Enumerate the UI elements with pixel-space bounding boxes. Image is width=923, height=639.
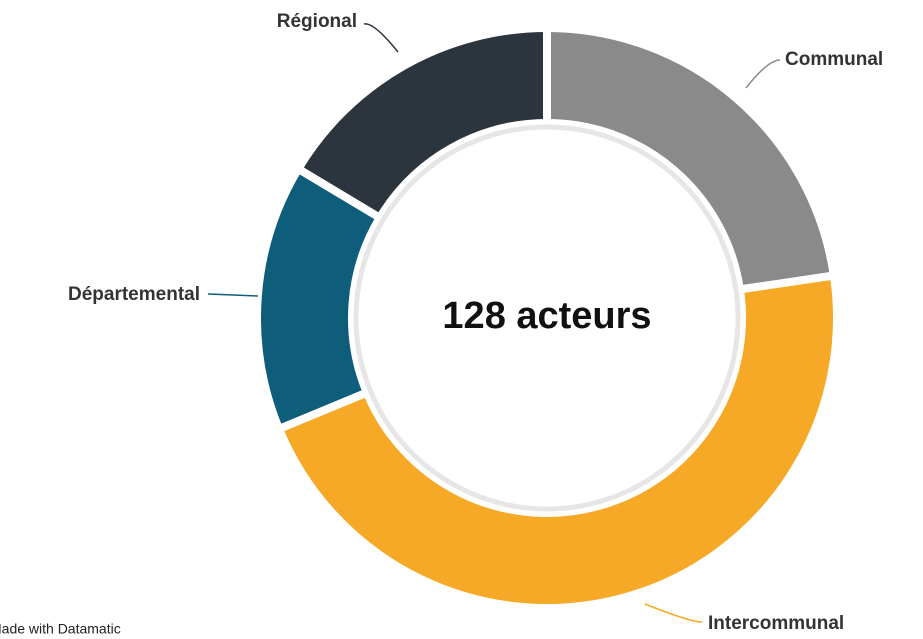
- donut-segment: [253, 163, 386, 435]
- leader-line: [745, 59, 781, 89]
- segment-label: Régional: [277, 11, 357, 32]
- inner-ring: [353, 124, 741, 512]
- leader-line: [644, 603, 703, 623]
- donut-segment: [543, 23, 839, 294]
- donut-segment: [273, 270, 841, 612]
- segment-label: Intercommunal: [708, 613, 844, 634]
- segment-label: Départemental: [68, 284, 200, 305]
- segment-label: Communal: [785, 49, 883, 70]
- credit: Made with Datamatic: [0, 621, 121, 637]
- center-label: 128 acteurs: [442, 295, 651, 337]
- leader-line: [363, 23, 399, 53]
- leader-line: [207, 293, 259, 297]
